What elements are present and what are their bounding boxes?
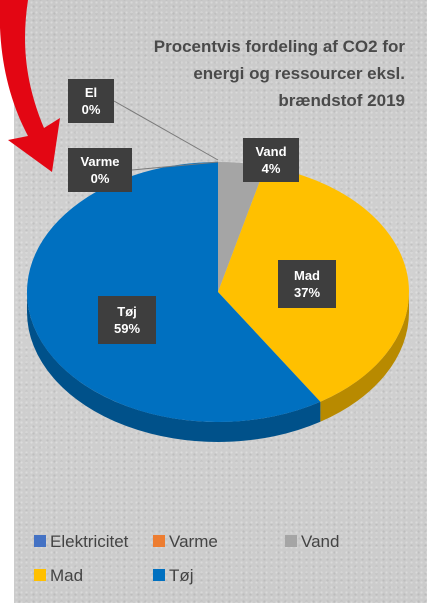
data-label-name: Mad [294,268,320,283]
legend-item-mad: Mad [34,566,83,585]
data-label-name: Vand [255,144,286,159]
pie-side-t-j [26,292,321,442]
data-label-mad: Mad 37% [278,260,336,308]
legend-label: Tøj [169,566,194,585]
legend-item-t-j: Tøj [153,566,194,585]
data-label-value: 0% [82,102,101,117]
pie-slices [27,162,410,422]
leader-line-elektricitet [113,100,219,161]
chart-title: Procentvis fordeling af CO2 for energi og… [154,37,406,110]
legend-label: Mad [50,566,83,585]
leader-line-varme [131,161,219,171]
pie-chart: Procentvis fordeling af CO2 for energi og… [26,37,410,585]
legend-swatch [153,535,165,547]
chart-title-line: Procentvis fordeling af CO2 for [154,37,406,56]
data-label-value: 37% [294,285,320,300]
legend-item-varme: Varme [153,532,218,551]
legend-label: Vand [301,532,339,551]
data-label-value: 59% [114,321,140,336]
legend-label: Elektricitet [50,532,129,551]
pie-slice-t-j [27,162,321,422]
legend-item-vand: Vand [285,532,339,551]
data-labels: El 0% Varme 0% Vand 4% Mad 37% Tøj 59% [68,79,336,344]
chart-title-line: energi og ressourcer eksl. [193,64,405,83]
pie-side-mad [320,292,409,422]
data-label-box [98,296,156,344]
chart-legend: Elektricitet Varme Vand Mad Tøj [34,532,339,585]
data-label-box [278,260,336,308]
chart-panel: Procentvis fordeling af CO2 for energi og… [14,0,427,603]
legend-item-elektricitet: Elektricitet [34,532,129,551]
data-label-varme: Varme 0% [68,148,132,192]
legend-swatch [153,569,165,581]
data-label-value: 0% [91,171,110,186]
data-label-t-j: Tøj 59% [98,296,156,344]
chart-title-line: brændstof 2019 [278,91,405,110]
data-label-box [68,79,114,123]
data-label-box [68,148,132,192]
data-label-name: Tøj [117,304,137,319]
data-label-box [243,138,299,182]
data-label-name: El [85,85,97,100]
data-label-name: Varme [80,154,119,169]
data-label-vand: Vand 4% [243,138,299,182]
legend-swatch [34,569,46,581]
data-label-elektricitet: El 0% [68,79,114,123]
pie-side-walls [26,292,409,442]
pie-slice-vand [218,162,266,292]
legend-swatch [34,535,46,547]
legend-swatch [285,535,297,547]
legend-label: Varme [169,532,218,551]
data-label-value: 4% [262,161,281,176]
